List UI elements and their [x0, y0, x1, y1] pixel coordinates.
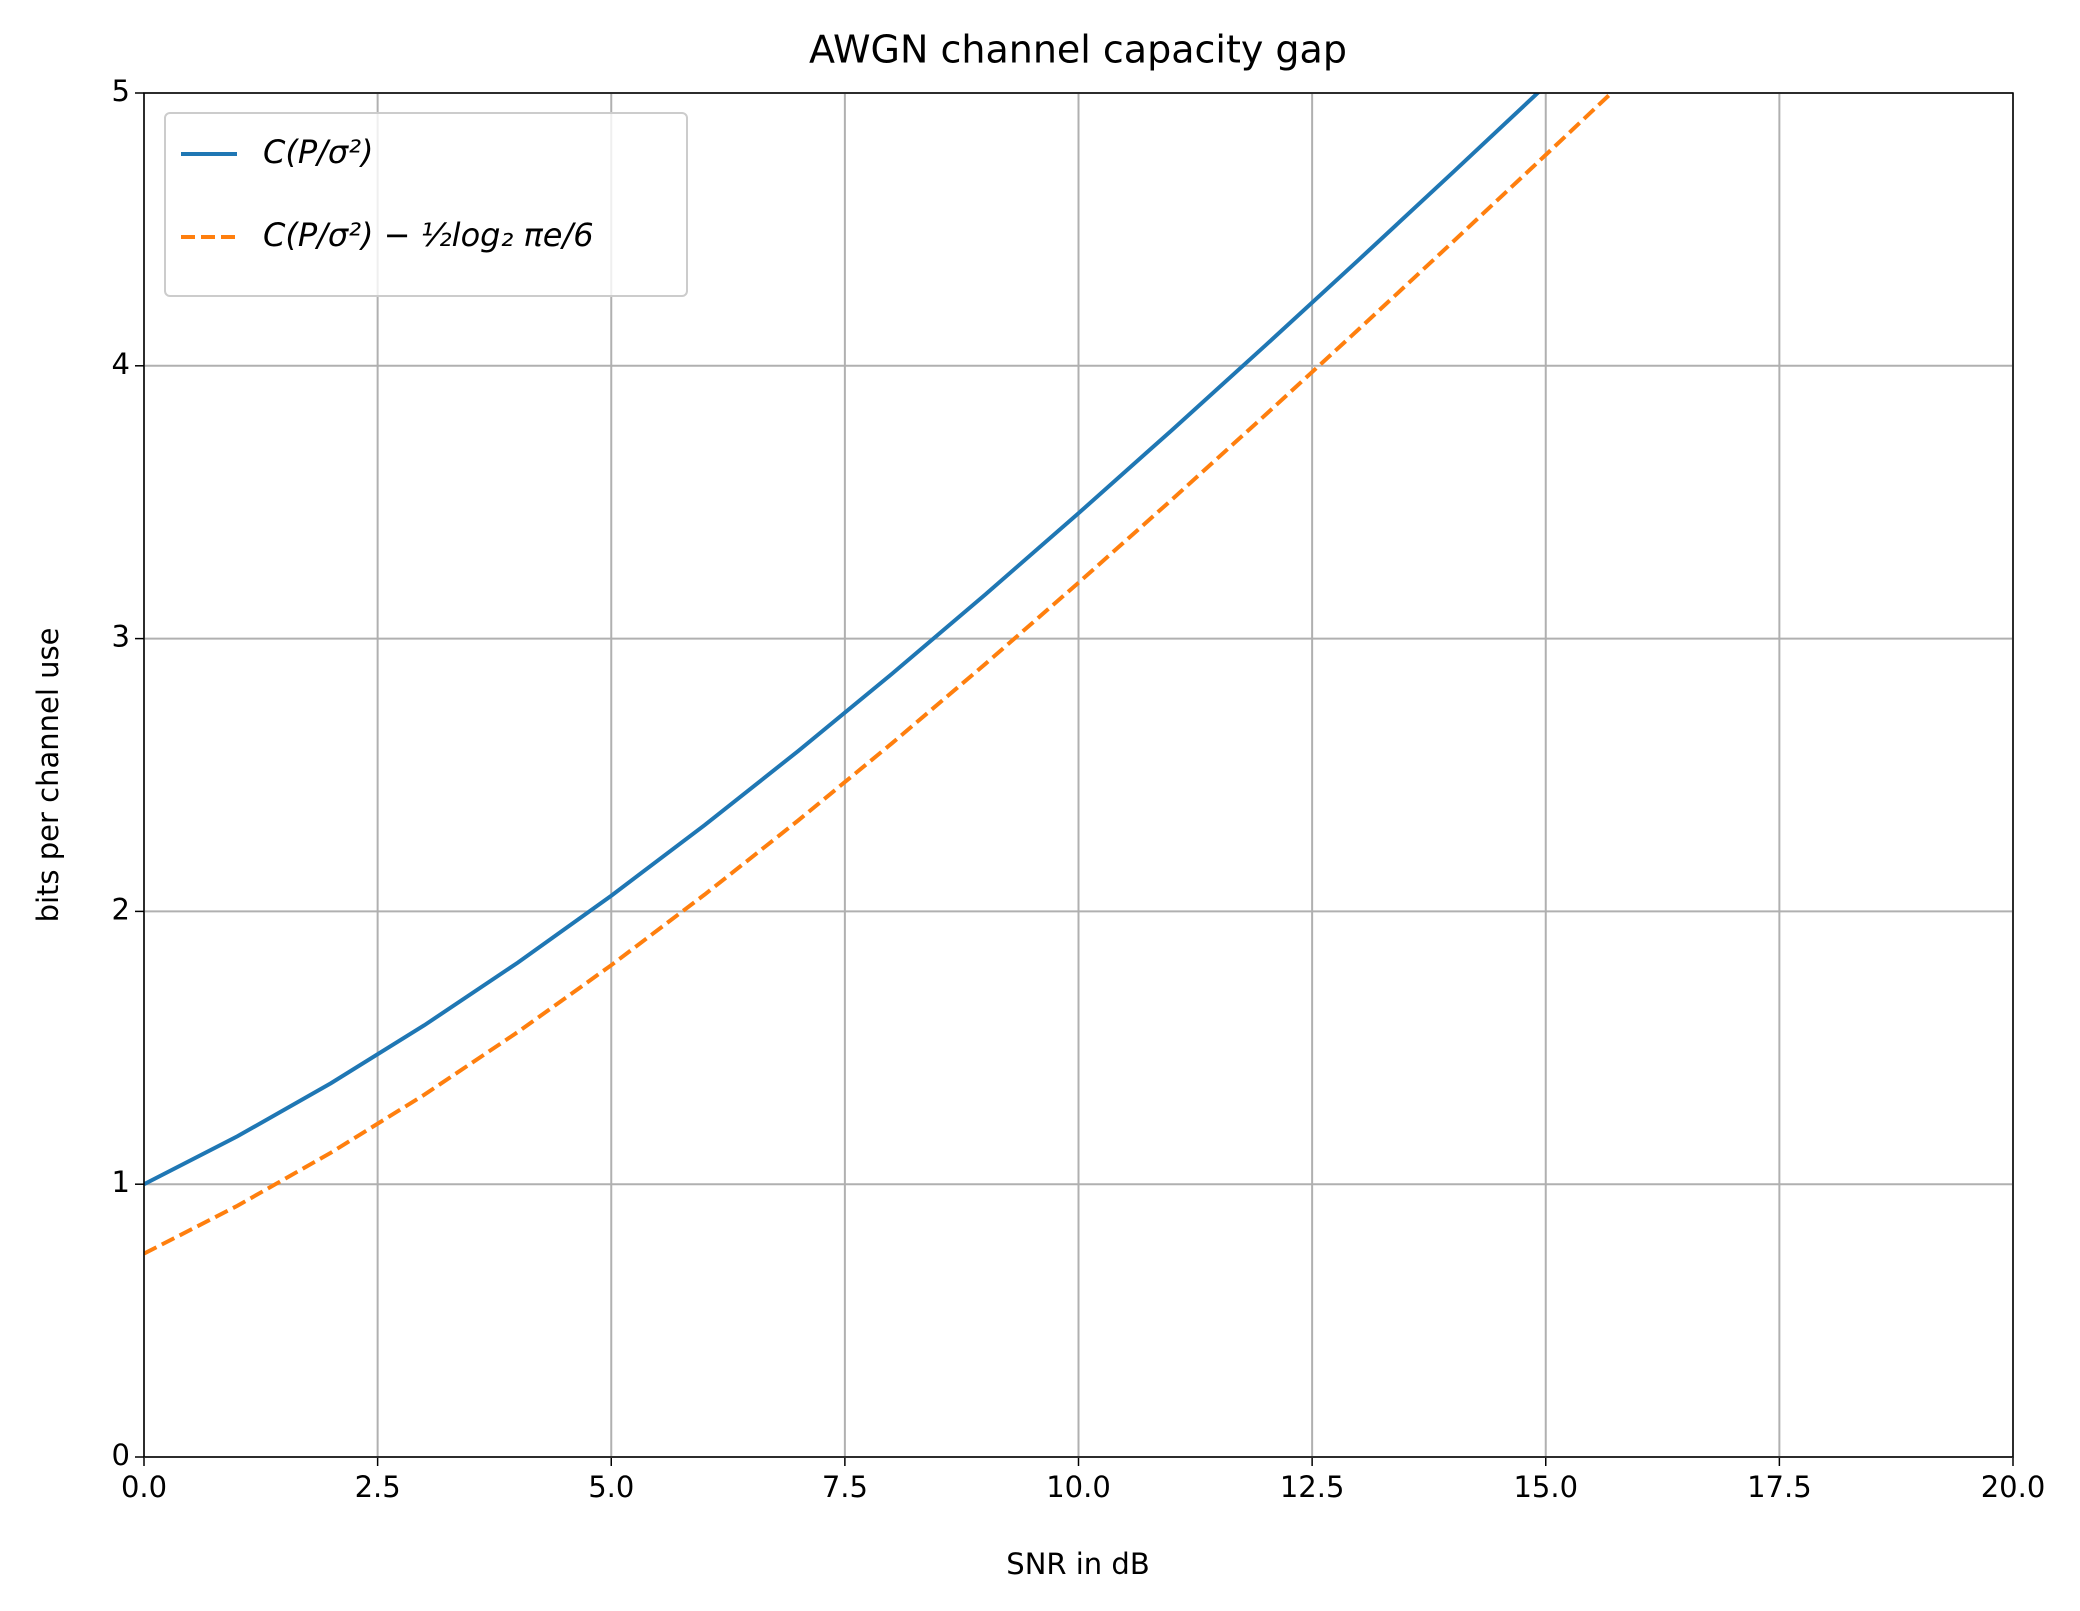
- series-line: [144, 93, 1541, 1186]
- y-tick-label: 2: [112, 892, 130, 926]
- series-line: [144, 93, 1615, 1256]
- legend-box: [164, 112, 688, 297]
- x-tick-label: 12.5: [1280, 1470, 1345, 1504]
- y-axis-label: bits per channel use: [31, 628, 65, 923]
- chart-title: AWGN channel capacity gap: [809, 28, 1347, 72]
- y-tick-label: 4: [112, 347, 130, 381]
- x-tick-label: 20.0: [1981, 1470, 2046, 1504]
- y-tick-label: 3: [112, 620, 130, 654]
- x-tick-label: 5.0: [588, 1470, 634, 1504]
- y-tick-label: 5: [112, 74, 130, 108]
- axes-frame: [143, 92, 2014, 1458]
- y-tick-label: 1: [112, 1165, 130, 1199]
- x-axis-label: SNR in dB: [1006, 1547, 1149, 1581]
- y-tick-label: 0: [112, 1438, 130, 1472]
- x-tick-label: 2.5: [355, 1470, 401, 1504]
- x-tick-label: 10.0: [1046, 1470, 1111, 1504]
- x-tick-label: 15.0: [1513, 1470, 1578, 1504]
- x-tick-label: 17.5: [1747, 1470, 1812, 1504]
- x-tick-label: 0.0: [121, 1470, 167, 1504]
- plot-area: [144, 93, 1615, 1256]
- x-tick-label: 7.5: [822, 1470, 868, 1504]
- legend-label: C(P/σ²): [263, 133, 374, 171]
- legend-label: C(P/σ²) − ½log₂ πe/6: [263, 216, 594, 254]
